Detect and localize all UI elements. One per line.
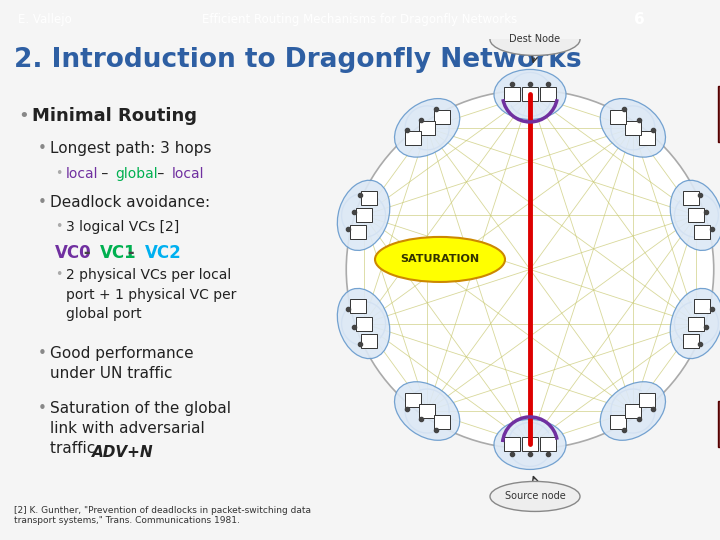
Text: VC1: VC1 <box>100 245 137 262</box>
FancyBboxPatch shape <box>522 87 538 102</box>
FancyBboxPatch shape <box>504 437 520 451</box>
Text: •: • <box>18 107 29 125</box>
Text: [2] K. Gunther, "Prevention of deadlocks in packet-switching data
transport syst: [2] K. Gunther, "Prevention of deadlocks… <box>14 506 311 525</box>
FancyBboxPatch shape <box>688 316 704 330</box>
Text: –: – <box>153 167 168 181</box>
FancyBboxPatch shape <box>694 226 710 239</box>
Text: Source node: Source node <box>505 491 565 502</box>
Ellipse shape <box>600 382 665 440</box>
Ellipse shape <box>600 99 665 157</box>
Text: •: • <box>55 167 63 180</box>
Text: 3 logical VCs [2]: 3 logical VCs [2] <box>66 220 179 234</box>
FancyBboxPatch shape <box>522 437 538 451</box>
FancyBboxPatch shape <box>718 86 720 143</box>
Text: Good performance
under UN traffic: Good performance under UN traffic <box>50 347 194 381</box>
Text: VC2: VC2 <box>145 245 181 262</box>
Text: –: – <box>97 167 112 181</box>
Ellipse shape <box>346 90 714 449</box>
Text: ADV+N: ADV+N <box>92 446 153 461</box>
FancyBboxPatch shape <box>611 415 626 429</box>
Ellipse shape <box>494 70 566 119</box>
FancyBboxPatch shape <box>504 87 520 102</box>
FancyBboxPatch shape <box>433 110 450 124</box>
FancyBboxPatch shape <box>639 394 655 408</box>
FancyBboxPatch shape <box>405 131 420 145</box>
Text: •: • <box>38 141 47 157</box>
FancyBboxPatch shape <box>405 394 420 408</box>
FancyBboxPatch shape <box>611 110 626 124</box>
Text: Saturation of the global
link with adversarial
traffic: Saturation of the global link with adver… <box>50 401 231 456</box>
Text: Longest path: 3 hops: Longest path: 3 hops <box>50 141 212 157</box>
FancyBboxPatch shape <box>433 415 450 429</box>
Ellipse shape <box>670 180 720 251</box>
FancyBboxPatch shape <box>419 404 435 418</box>
Text: •: • <box>38 401 47 416</box>
Text: -: - <box>122 245 141 262</box>
FancyBboxPatch shape <box>625 404 641 418</box>
FancyBboxPatch shape <box>350 299 366 313</box>
Text: 2. Introduction to Dragonfly Networks: 2. Introduction to Dragonfly Networks <box>14 48 582 73</box>
Ellipse shape <box>494 420 566 469</box>
Ellipse shape <box>337 180 390 251</box>
Text: •: • <box>38 347 47 361</box>
Text: local: local <box>66 167 99 181</box>
Text: Dest Node: Dest Node <box>510 35 561 44</box>
Text: •: • <box>38 195 47 211</box>
Text: 6: 6 <box>634 12 644 27</box>
FancyBboxPatch shape <box>683 334 699 348</box>
FancyBboxPatch shape <box>688 208 704 222</box>
FancyBboxPatch shape <box>356 208 372 222</box>
FancyBboxPatch shape <box>361 334 377 348</box>
FancyBboxPatch shape <box>350 226 366 239</box>
Text: •: • <box>55 268 63 281</box>
Ellipse shape <box>490 482 580 511</box>
Ellipse shape <box>490 23 580 56</box>
FancyBboxPatch shape <box>718 401 720 448</box>
Text: global: global <box>116 167 158 181</box>
FancyBboxPatch shape <box>694 299 710 313</box>
FancyBboxPatch shape <box>540 437 556 451</box>
Text: 2 physical VCs per local
port + 1 physical VC per
global port: 2 physical VCs per local port + 1 physic… <box>66 268 236 321</box>
Text: VC0: VC0 <box>55 245 91 262</box>
Text: Deadlock avoidance:: Deadlock avoidance: <box>50 195 210 211</box>
Text: Efficient Routing Mechanisms for Dragonfly Networks: Efficient Routing Mechanisms for Dragonf… <box>202 13 518 26</box>
Ellipse shape <box>375 237 505 282</box>
FancyBboxPatch shape <box>361 191 377 205</box>
FancyBboxPatch shape <box>356 316 372 330</box>
Text: E. Vallejo: E. Vallejo <box>18 13 72 26</box>
FancyBboxPatch shape <box>639 131 655 145</box>
Text: -: - <box>78 245 96 262</box>
Ellipse shape <box>337 288 390 359</box>
FancyBboxPatch shape <box>419 121 435 135</box>
FancyBboxPatch shape <box>683 191 699 205</box>
Text: Minimal Routing: Minimal Routing <box>32 107 197 125</box>
FancyBboxPatch shape <box>625 121 641 135</box>
Ellipse shape <box>670 288 720 359</box>
Text: •: • <box>55 220 63 233</box>
FancyBboxPatch shape <box>540 87 556 102</box>
Ellipse shape <box>395 99 460 157</box>
Text: SATURATION: SATURATION <box>400 254 480 265</box>
Text: local: local <box>171 167 204 181</box>
Ellipse shape <box>395 382 460 440</box>
